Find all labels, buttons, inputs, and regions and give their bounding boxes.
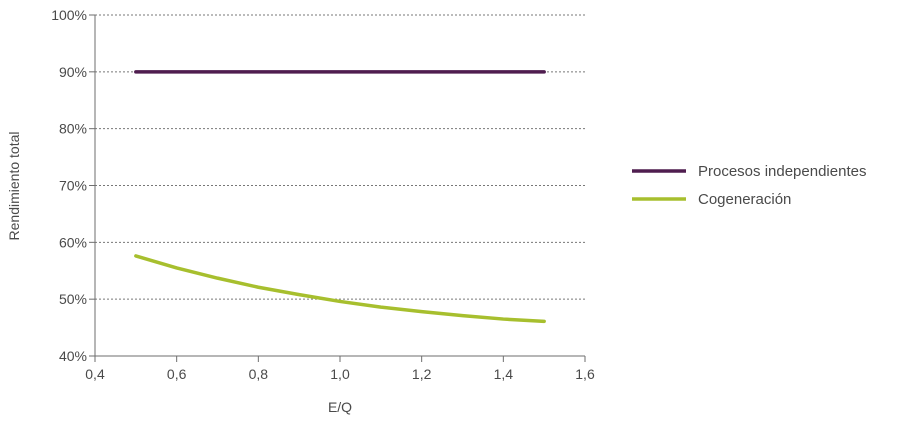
legend: Procesos independientes Cogeneración	[632, 163, 866, 208]
x-tick-label: 1,0	[330, 366, 350, 382]
y-axis-title: Rendimiento total	[6, 132, 22, 241]
legend-label-procesos: Procesos independientes	[698, 163, 866, 180]
x-axis-title: E/Q	[328, 399, 352, 415]
y-tick-label: 70%	[59, 178, 87, 194]
y-tick-label: 80%	[59, 121, 87, 137]
x-tick-label: 0,6	[167, 366, 187, 382]
series-lines	[134, 70, 546, 324]
x-tick-label: 1,6	[575, 366, 595, 382]
legend-item-cogeneracion: Cogeneración	[632, 191, 791, 208]
series-line-cogeneracion	[134, 254, 546, 324]
x-tick-label: 1,2	[412, 366, 432, 382]
legend-label-cogeneracion: Cogeneración	[698, 191, 791, 208]
y-axis-ticks: 40% 50% 60% 70% 80% 90% 100%	[51, 7, 95, 364]
x-axis-ticks: 0,4 0,6 0,8 1,0 1,2 1,4 1,6	[85, 356, 595, 382]
x-tick-label: 0,8	[249, 366, 269, 382]
y-tick-label: 60%	[59, 234, 87, 250]
y-tick-label: 40%	[59, 348, 87, 364]
y-tick-label: 100%	[51, 7, 87, 23]
x-tick-label: 0,4	[85, 366, 105, 382]
x-tick-label: 1,4	[494, 366, 514, 382]
legend-item-procesos: Procesos independientes	[632, 163, 866, 180]
y-tick-label: 50%	[59, 291, 87, 307]
y-tick-label: 90%	[59, 64, 87, 80]
grid-lines	[95, 14, 585, 300]
